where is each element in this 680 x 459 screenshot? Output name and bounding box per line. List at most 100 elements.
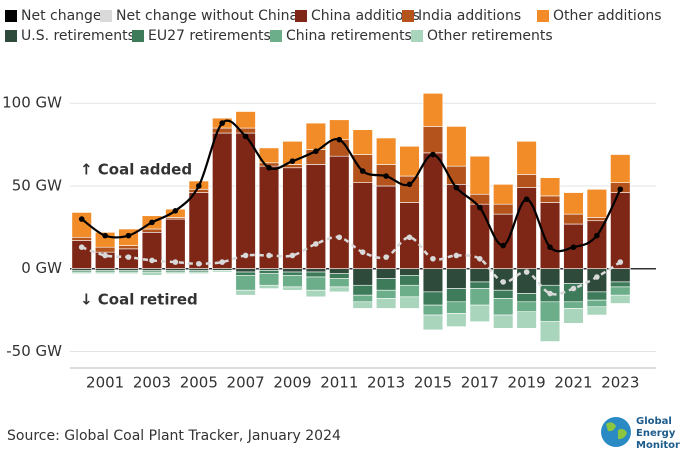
bar (329, 273, 350, 279)
bar (141, 271, 163, 276)
legend-swatch (132, 30, 144, 42)
bar (305, 289, 327, 298)
bar (469, 288, 490, 306)
bar (94, 271, 116, 274)
bar (539, 321, 561, 342)
bar (446, 126, 467, 167)
bar (305, 271, 327, 278)
legend-label: China retirements (286, 28, 412, 44)
bar (516, 293, 537, 303)
x-tick-label: 2021 (554, 374, 592, 392)
bar (141, 228, 163, 233)
bar (469, 155, 490, 195)
line-point (383, 173, 389, 179)
line-point (476, 204, 483, 211)
bar (305, 164, 327, 270)
logo-text: Monitor (636, 440, 680, 451)
bar (352, 284, 373, 296)
bar (375, 268, 397, 279)
line-point (289, 252, 296, 259)
bar (563, 192, 584, 215)
bar (352, 294, 373, 303)
bar (446, 288, 467, 303)
legend-label: Net change (21, 8, 102, 24)
bar (282, 268, 303, 273)
y-tick-label: -50 GW (6, 342, 62, 360)
legend-item: China retirements (270, 28, 412, 44)
bar (258, 273, 280, 286)
line-point (547, 244, 553, 251)
bar (539, 195, 561, 203)
x-tick-label: 2019 (508, 374, 546, 392)
bar (235, 111, 256, 129)
annotation: ↑ Coal added (80, 161, 192, 179)
legend-label: India additions (418, 8, 521, 24)
line-point (617, 186, 624, 193)
bar (71, 212, 92, 238)
legend-label: Net change without China (116, 8, 298, 24)
line-point (336, 136, 343, 143)
line-point (149, 257, 155, 264)
legend-swatch (402, 10, 414, 22)
line-point (430, 151, 436, 158)
line-point (313, 241, 319, 247)
legend-label: EU27 retirements (148, 28, 271, 44)
x-tick-label: 2003 (133, 374, 171, 392)
line-point (172, 259, 179, 265)
line-point (149, 219, 155, 226)
bar (352, 268, 373, 286)
bar (329, 268, 350, 274)
bar (352, 301, 373, 309)
bar (399, 275, 420, 286)
bar (282, 286, 303, 291)
line-point (289, 158, 296, 164)
bar (399, 268, 420, 276)
line-point (594, 274, 600, 280)
bar (188, 192, 209, 270)
bar (516, 174, 537, 188)
bar (493, 184, 514, 205)
bar (493, 314, 514, 329)
x-tick-label: 2009 (273, 374, 311, 392)
bar (71, 236, 92, 241)
bar (539, 177, 561, 197)
bar (586, 220, 608, 270)
bar (469, 268, 490, 283)
bars (71, 93, 631, 342)
line-point (500, 279, 507, 285)
lines (78, 119, 624, 297)
legend-item: Net change (5, 8, 102, 24)
bar (539, 268, 561, 286)
bar (516, 311, 537, 329)
line-point (359, 168, 366, 174)
legend-swatch (270, 30, 282, 42)
bar (118, 245, 139, 250)
bar (212, 270, 233, 273)
bar (188, 271, 209, 274)
bar (399, 284, 420, 298)
bar (610, 281, 631, 288)
logo-text: Energy (636, 428, 676, 439)
bar (563, 308, 584, 324)
legend-label: Other retirements (427, 28, 553, 44)
bar (586, 188, 608, 218)
x-tick-label: 2023 (601, 374, 639, 392)
line-point (195, 183, 202, 189)
line-point (430, 255, 436, 262)
bar (422, 291, 444, 306)
bar (352, 129, 373, 155)
line-point (406, 181, 413, 188)
bar (212, 132, 233, 270)
bar (493, 203, 514, 215)
x-tick-label: 2017 (461, 374, 499, 392)
legend-item: Other retirements (411, 28, 553, 44)
bar (399, 145, 420, 177)
bar (446, 268, 467, 289)
legend-item: Other additions (537, 8, 662, 24)
x-tick-label: 2015 (414, 374, 452, 392)
bar (375, 278, 397, 291)
line-point (523, 196, 530, 203)
line-point (453, 184, 460, 191)
x-tick-label: 2007 (227, 374, 265, 392)
